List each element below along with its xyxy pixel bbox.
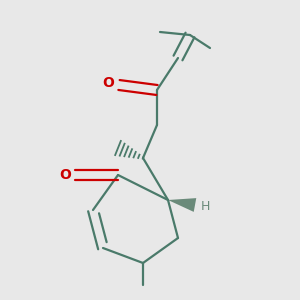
- Text: O: O: [102, 76, 114, 90]
- Polygon shape: [168, 198, 196, 212]
- Text: O: O: [59, 168, 71, 182]
- Text: H: H: [201, 200, 210, 214]
